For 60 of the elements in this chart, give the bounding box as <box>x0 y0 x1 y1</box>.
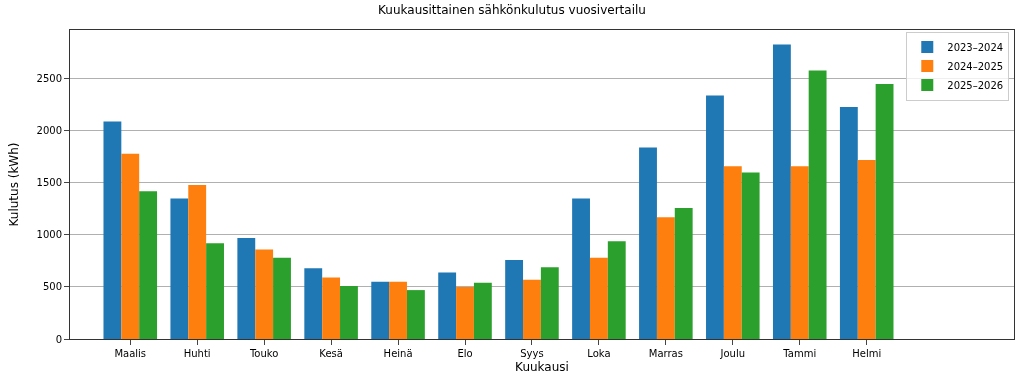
x-tick-label: Tammi <box>782 348 817 359</box>
bar <box>139 191 158 339</box>
bar <box>121 153 140 339</box>
bar <box>674 207 693 339</box>
legend-label: 2024–2025 <box>947 60 1004 72</box>
bar <box>706 95 724 339</box>
bar <box>371 281 390 339</box>
bar <box>790 166 809 339</box>
bar <box>456 286 474 339</box>
bar <box>839 106 858 339</box>
y-tick-label: 0 <box>55 333 62 345</box>
bar <box>170 198 189 339</box>
bar <box>473 282 492 339</box>
legend-label: 2025–2026 <box>947 79 1004 91</box>
bar <box>639 147 657 339</box>
bar <box>523 279 541 339</box>
y-tick-label: 500 <box>42 281 62 293</box>
bar <box>206 243 224 339</box>
bar <box>857 160 876 339</box>
bar <box>255 249 274 339</box>
x-axis-title: Kuukausi <box>515 359 569 374</box>
bar <box>505 259 524 339</box>
bar <box>406 290 425 339</box>
bar <box>589 257 608 339</box>
bar <box>389 281 407 339</box>
y-tick-label: 1500 <box>36 177 62 189</box>
legend-label: 2023–2024 <box>947 41 1004 53</box>
y-axis-title: Kulutus (kWh) <box>6 142 21 227</box>
bar <box>723 166 742 339</box>
bar <box>322 277 341 339</box>
x-tick-label: Huhti <box>183 348 211 359</box>
x-tick-label: Helmi <box>852 348 882 359</box>
y-tick-label: 2000 <box>36 125 62 137</box>
x-tick-label: Joulu <box>719 348 746 359</box>
bar <box>741 172 760 339</box>
x-tick-label: Heinä <box>383 348 413 359</box>
x-tick-label: Touko <box>248 348 279 359</box>
bar <box>772 44 791 339</box>
x-tick-label: Loka <box>587 348 611 359</box>
bar <box>304 268 323 339</box>
bar <box>656 217 675 339</box>
bar <box>808 70 827 339</box>
chart-title: Kuukausittainen sähkönkulutus vuosivertailu <box>378 3 646 18</box>
bar <box>340 285 358 339</box>
bar <box>607 241 626 339</box>
bar <box>103 121 122 339</box>
y-tick-label: 1000 <box>36 229 62 241</box>
bar <box>572 198 590 339</box>
bar <box>875 84 894 339</box>
bar <box>188 185 207 339</box>
x-tick-label: Syys <box>520 348 544 359</box>
x-tick-label: Maalis <box>114 348 147 359</box>
x-tick-label: Marras <box>648 348 683 359</box>
bar <box>237 238 256 339</box>
x-tick-label: Elo <box>457 348 473 359</box>
y-tick-label: 2500 <box>36 73 62 85</box>
bar <box>273 257 291 339</box>
bar <box>540 267 559 339</box>
x-tick-label: Kesä <box>319 348 343 359</box>
bar <box>438 272 457 339</box>
